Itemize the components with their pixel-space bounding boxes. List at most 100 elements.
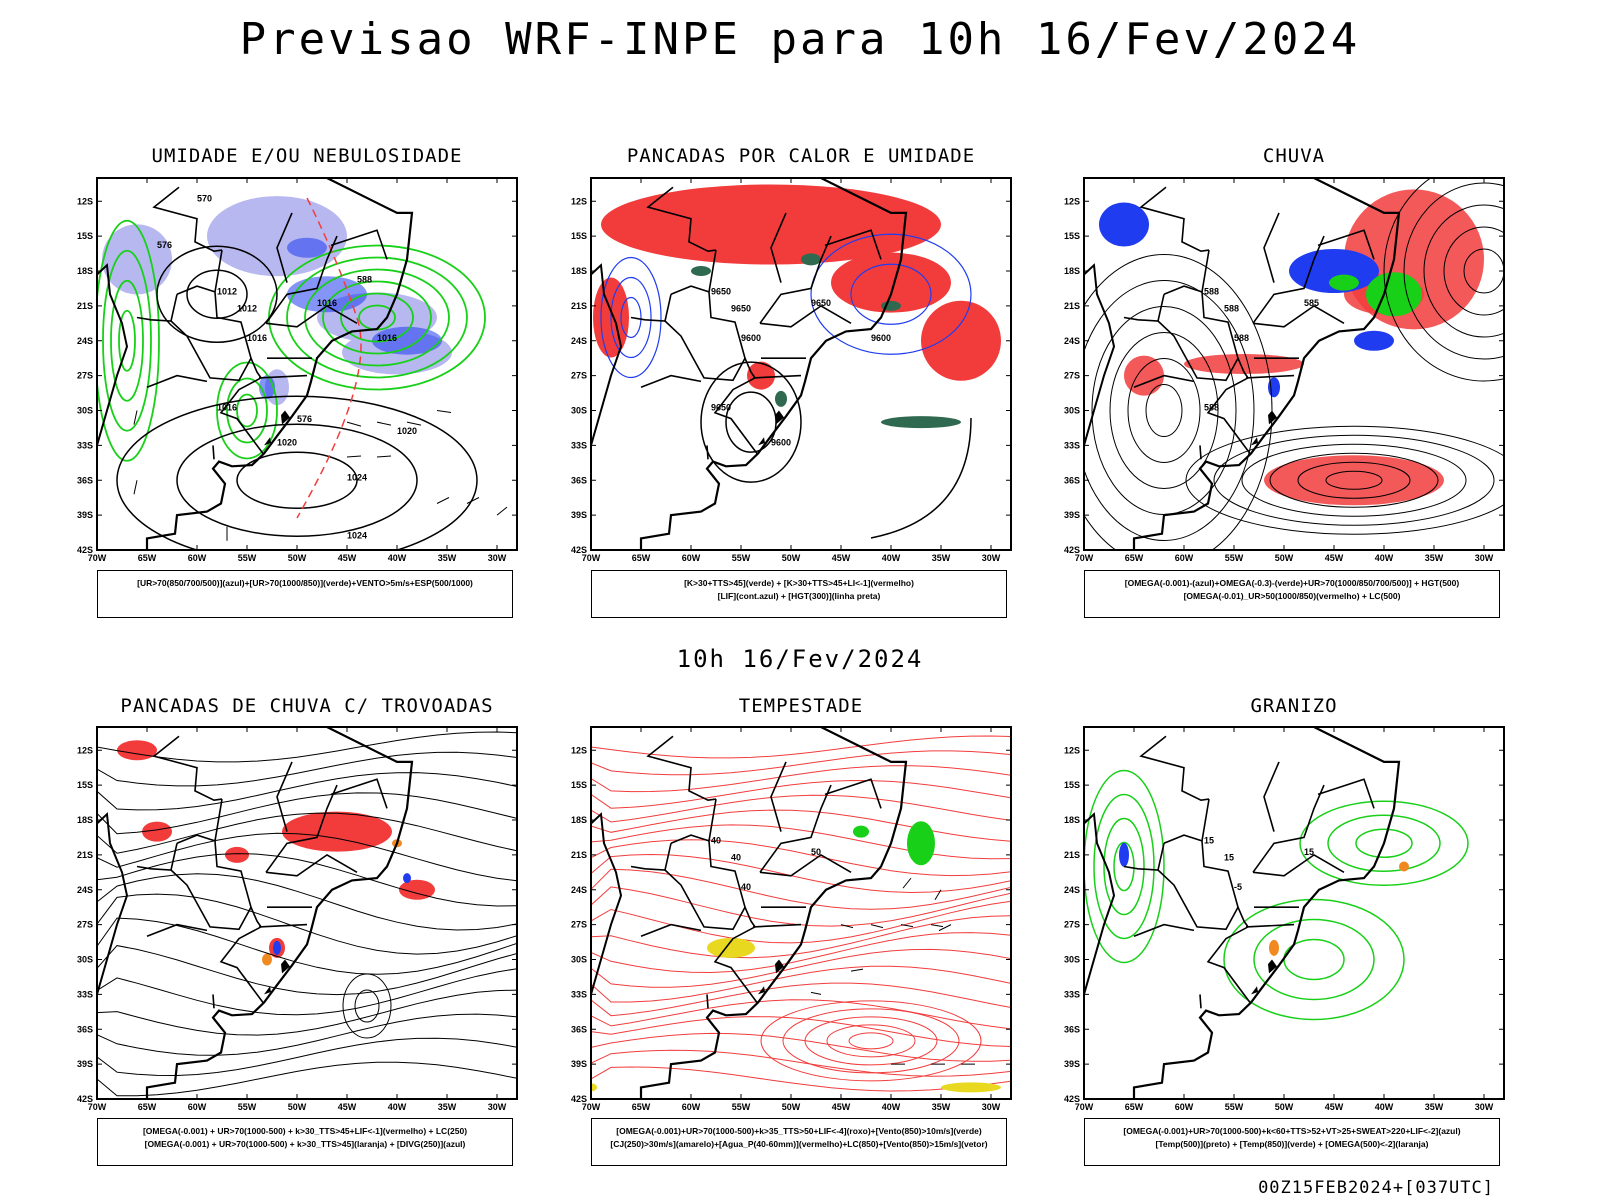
wind-vector: [466, 497, 480, 504]
lon-tick-label: 40W: [388, 1102, 407, 1112]
political-border: [330, 778, 388, 809]
lat-tick-label: 18S: [1064, 815, 1080, 825]
lon-tick-label: 30W: [488, 1102, 507, 1112]
divergence-blue-patch: [273, 940, 281, 955]
map-frame: [96, 177, 518, 551]
closed-contours-line: [804, 1016, 938, 1066]
lat-tick-label: 42S: [77, 545, 93, 555]
lat-tick-label: 39S: [571, 510, 587, 520]
lat-tick-label: 36S: [1064, 475, 1080, 485]
political-border: [824, 778, 882, 809]
lagoon: [1251, 437, 1258, 446]
lat-tick-label: 39S: [1064, 510, 1080, 520]
coastline-pacific: [97, 263, 129, 504]
legend-box: [OMEGA(-0.001)+UR>70(1000-500)+k>35_TTS>…: [591, 1118, 1007, 1166]
political-border: [1252, 784, 1325, 873]
thunderstorm-red-patch: [117, 740, 157, 761]
map-area: 965096509650960096509600960012S15S18S21S…: [571, 177, 1012, 563]
lon-tick-label: 40W: [1375, 1102, 1394, 1112]
lat-tick-label: 18S: [571, 815, 587, 825]
wind-vector: [930, 924, 944, 928]
thunderstorm-red-patch: [282, 811, 392, 852]
lon-tick-label: 70W: [582, 553, 601, 563]
height-500-line: [1325, 470, 1383, 490]
wind-vector: [900, 924, 914, 928]
lifted-index-line: [620, 296, 642, 339]
lat-tick-label: 15S: [571, 780, 587, 790]
streamlines-250-line: [97, 853, 517, 907]
humidity-low-levels-line: [340, 292, 414, 343]
streamlines-850-line: [591, 1049, 1011, 1077]
thunderstorm-red-patch: [399, 879, 435, 900]
lat-tick-label: 30S: [571, 406, 587, 416]
contour-label: 1016: [377, 333, 397, 343]
lat-tick-label: 21S: [77, 301, 93, 311]
political-border: [214, 249, 264, 454]
lon-tick-label: 30W: [982, 553, 1001, 563]
lagoon: [281, 410, 290, 425]
lat-tick-label: 24S: [1064, 336, 1080, 346]
political-border: [1245, 923, 1295, 928]
streamlines-250-line: [97, 893, 517, 955]
lat-tick-label: 24S: [77, 885, 93, 895]
contour-label: 50: [811, 847, 821, 857]
political-border: [706, 994, 709, 1009]
wind-850-green-patch: [853, 825, 869, 838]
humidity-low-levels-line: [110, 279, 144, 402]
lat-tick-label: 36S: [571, 475, 587, 485]
humidity-low-levels-line: [102, 249, 152, 432]
lon-tick-label: 30W: [1475, 553, 1494, 563]
lat-tick-label: 12S: [1064, 745, 1080, 755]
panel-title: GRANIZO: [1250, 695, 1338, 717]
contour-label: 588: [357, 275, 372, 285]
lon-tick-label: 45W: [1325, 1102, 1344, 1112]
political-border: [759, 784, 832, 873]
height-500: [1084, 178, 1504, 550]
subtitle: 10h 16/Fev/2024: [676, 645, 924, 673]
political-border: [752, 923, 802, 928]
political-border: [1123, 294, 1165, 322]
lat-tick-label: 15S: [77, 780, 93, 790]
thunderstorm-orange-patch: [262, 953, 272, 966]
forecast-map: 40 40 50 40 12S 15S 18S 21S 24S 27S 30S 33S 36S 39S 42…: [571, 726, 1012, 1112]
political-border: [146, 374, 208, 389]
lon-tick-label: 35W: [932, 553, 951, 563]
streamlines-850-line: [591, 965, 1011, 1003]
height-500-line: [1423, 204, 1504, 338]
map-area: 588 588 585 588 588 12S 15S 18S 21S 24S 27S 30S 33S 3…: [1064, 177, 1505, 563]
streamlines-850-line: [591, 1066, 1011, 1092]
lon-tick-label: 60W: [1175, 1102, 1194, 1112]
map-frame: [96, 726, 518, 1100]
panel-title: PANCADAS POR CALOR E UMIDADE: [626, 145, 976, 167]
political-border: [1252, 304, 1345, 328]
lat-tick-label: 21S: [1064, 301, 1080, 311]
political-border: [1139, 186, 1210, 253]
omega-500-orange: [1269, 861, 1409, 956]
streamlines-250: [97, 731, 517, 1097]
political-border: [664, 320, 746, 382]
hail-blue: [1119, 842, 1129, 867]
height-500-line: [1213, 434, 1495, 526]
political-border: [265, 235, 338, 324]
lagoon: [775, 959, 784, 974]
political-border: [708, 249, 758, 454]
political-border: [265, 784, 338, 873]
political-border: [1263, 761, 1280, 832]
political-border: [152, 186, 223, 253]
map-frame: [1083, 177, 1505, 551]
streamlines-850-line: [591, 765, 1011, 793]
rain-green-patch: [1366, 272, 1422, 317]
height-500-line: [1383, 178, 1504, 382]
temp-850-line: [1084, 769, 1165, 964]
lon-tick-label: 30W: [1475, 1102, 1494, 1112]
lat-tick-label: 27S: [77, 371, 93, 381]
lat-tick-label: 21S: [571, 301, 587, 311]
coastline: [639, 178, 908, 550]
contour-label: 15: [1204, 835, 1214, 845]
streamlines-850-line: [591, 839, 1011, 877]
legend-line: [UR>70(850/700/500)](azul)+[UR>70(1000/8…: [137, 578, 473, 588]
height-500-line: [1185, 425, 1504, 535]
lat-tick-label: 24S: [1064, 885, 1080, 895]
streamlines-850-line: [591, 853, 1011, 894]
